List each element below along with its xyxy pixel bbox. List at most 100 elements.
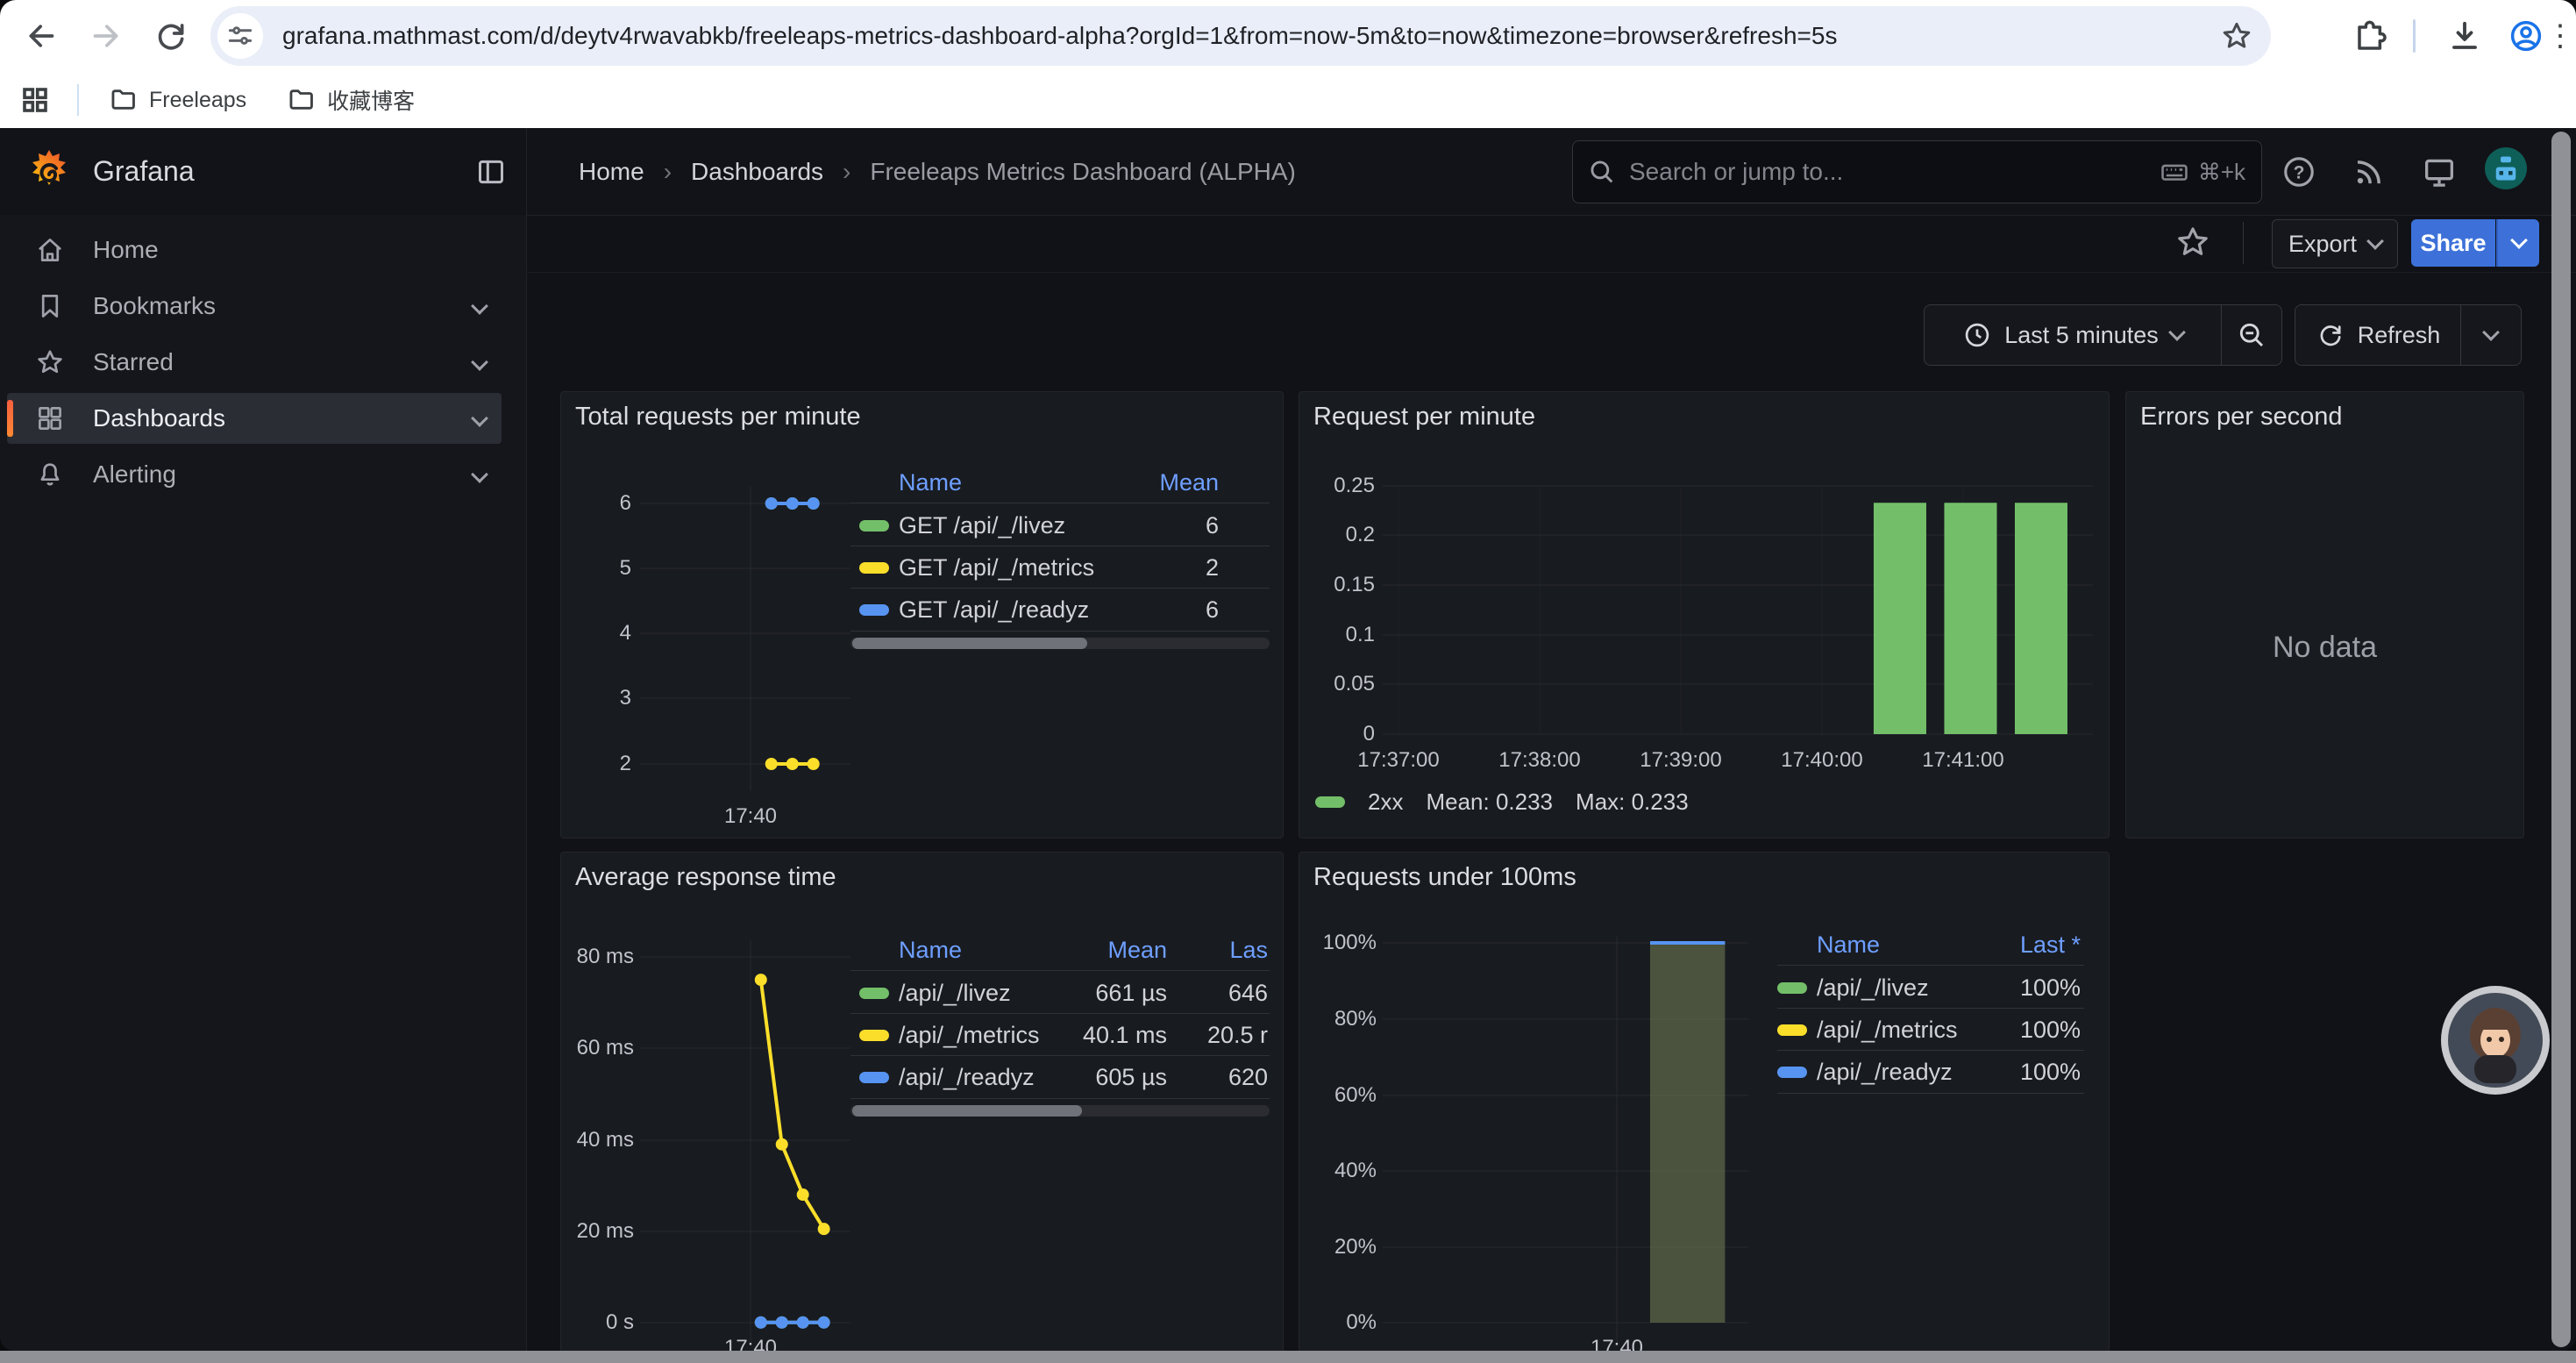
series-mean: 2	[1205, 553, 1219, 581]
export-button[interactable]: Export	[2272, 219, 2398, 268]
refresh-interval-button[interactable]	[2461, 305, 2521, 365]
legend-scrollbar[interactable]	[850, 638, 1270, 649]
bookmark-folder-blogs[interactable]: 收藏博客	[287, 84, 415, 116]
legend-col-name[interactable]: Name	[899, 937, 963, 963]
chevron-down-icon[interactable]	[471, 353, 488, 371]
series-name[interactable]: GET /api/_/livez	[899, 511, 1066, 539]
grafana-logo[interactable]	[25, 147, 74, 196]
home-icon	[39, 239, 61, 261]
panel-title[interactable]: Request per minute	[1313, 403, 1536, 431]
y-tick: 0.25	[1334, 474, 1375, 497]
clock-icon	[1965, 323, 1989, 347]
legend[interactable]: 2xx Mean: 0.233 Max: 0.233	[1315, 789, 1689, 816]
star-icon	[38, 350, 62, 374]
vertical-scrollbar[interactable]	[2551, 132, 2571, 1347]
y-tick: 60%	[1334, 1083, 1377, 1107]
series-color-chip	[859, 1029, 889, 1041]
series-name[interactable]: 2xx	[1368, 789, 1404, 815]
zoom-out-button[interactable]	[2222, 305, 2281, 365]
extensions-icon[interactable]	[2346, 12, 2394, 60]
series-name[interactable]: GET /api/_/readyz	[899, 596, 1090, 623]
kiosk-monitor-icon[interactable]	[2418, 151, 2460, 193]
search-input[interactable]: Search or jump to... ⌘+k	[1572, 140, 2262, 203]
legend-scrollbar[interactable]	[850, 1105, 1270, 1117]
bookmark-star-icon[interactable]	[2220, 19, 2253, 53]
panel-title[interactable]: Average response time	[575, 863, 836, 891]
download-icon[interactable]	[2441, 12, 2488, 60]
share-button[interactable]: Share	[2411, 219, 2495, 267]
site-settings-icon[interactable]	[217, 13, 263, 59]
horizontal-scrollbar[interactable]	[0, 1351, 2576, 1363]
sidebar-item-dashboards[interactable]: Dashboards	[7, 393, 502, 444]
dock-menu-icon[interactable]	[473, 154, 509, 189]
x-tick: 17:37:00	[1357, 748, 1440, 772]
legend-row[interactable]: GET /api/_/readyz 6	[850, 589, 1270, 631]
y-tick: 60 ms	[576, 1036, 634, 1060]
sidebar-item-starred[interactable]: Starred	[7, 337, 502, 388]
x-tick: 17:39:00	[1640, 748, 1722, 772]
series-name[interactable]: /api/_/metrics	[1817, 1016, 1958, 1043]
legend-col-last[interactable]: Las	[1229, 937, 1268, 963]
chevron-down-icon[interactable]	[471, 466, 488, 483]
series-color-chip	[859, 561, 889, 574]
news-rss-icon[interactable]	[2348, 151, 2390, 193]
panel-title[interactable]: Total requests per minute	[575, 403, 861, 431]
chevron-down-icon[interactable]	[471, 410, 488, 427]
apps-grid-icon[interactable]	[19, 84, 51, 116]
series-name[interactable]: /api/_/livez	[899, 979, 1011, 1006]
back-button[interactable]	[18, 12, 65, 60]
series-name[interactable]: /api/_/readyz	[899, 1063, 1035, 1090]
series-name[interactable]: /api/_/metrics	[899, 1021, 1040, 1048]
legend-row[interactable]: /api/_/livez 100%	[1777, 967, 2084, 1009]
legend-col-name[interactable]: Name	[899, 469, 963, 496]
series-max: Max: 0.233	[1576, 789, 1689, 815]
x-tick: 17:41:00	[1922, 748, 2004, 772]
legend-col-name[interactable]: Name	[1817, 931, 1881, 958]
chevron-down-icon	[2366, 232, 2384, 250]
legend-col-mean[interactable]: Mean	[1159, 469, 1219, 496]
legend-row[interactable]: GET /api/_/livez 6	[850, 504, 1270, 546]
assistant-avatar[interactable]	[2439, 984, 2551, 1096]
legend-row[interactable]: /api/_/readyz 100%	[1777, 1051, 2084, 1093]
reload-button[interactable]	[147, 12, 195, 60]
legend-row[interactable]: /api/_/metrics 40.1 ms 20.5 r	[850, 1014, 1270, 1056]
help-icon[interactable]: ?	[2278, 151, 2320, 193]
series-mean: 6	[1205, 596, 1219, 623]
series-name[interactable]: /api/_/readyz	[1817, 1058, 1953, 1085]
breadcrumb-dashboards[interactable]: Dashboards	[691, 157, 824, 185]
legend-row[interactable]: GET /api/_/metrics 2	[850, 546, 1270, 589]
sidebar-item-alerting[interactable]: Alerting	[7, 449, 502, 500]
time-range-picker[interactable]: Last 5 minutes	[1925, 305, 2221, 365]
y-tick: 5	[619, 556, 631, 580]
forward-button[interactable]	[82, 12, 130, 60]
legend-row[interactable]: /api/_/livez 661 µs 646	[850, 972, 1270, 1014]
legend-row[interactable]: /api/_/metrics 100%	[1777, 1009, 2084, 1051]
series-last: 20.5 r	[1206, 1021, 1268, 1048]
url-text[interactable]: grafana.mathmast.com/d/deytv4rwavabkb/fr…	[282, 22, 1838, 49]
profile-icon[interactable]	[2502, 12, 2550, 60]
refresh-button[interactable]: Refresh	[2295, 305, 2460, 365]
bookmark-folder-freeleaps[interactable]: Freeleaps	[109, 85, 246, 115]
average-response-time-chart	[640, 940, 850, 1344]
chevron-down-icon[interactable]	[471, 297, 488, 315]
series-name[interactable]: /api/_/livez	[1817, 974, 1929, 1001]
y-tick: 0.1	[1345, 623, 1375, 646]
panel-title[interactable]: Requests under 100ms	[1313, 863, 1576, 891]
sidebar-item-bookmarks[interactable]: Bookmarks	[7, 281, 502, 332]
favorite-star-icon[interactable]	[2174, 224, 2211, 260]
y-tick: 20 ms	[576, 1219, 634, 1243]
url-bar[interactable]: grafana.mathmast.com/d/deytv4rwavabkb/fr…	[210, 6, 2271, 66]
panel-title[interactable]: Errors per second	[2140, 403, 2343, 431]
browser-menu-icon[interactable]: ⋮	[2545, 19, 2575, 53]
bookmark-icon	[41, 295, 59, 318]
breadcrumb-home[interactable]: Home	[579, 157, 644, 185]
panel-request-per-minute: Request per minute 0.25 0.2 0.15 0.1 0.0…	[1299, 391, 2110, 838]
legend-col-last[interactable]: Last *	[2019, 931, 2081, 958]
legend-row[interactable]: /api/_/readyz 605 µs 620	[850, 1056, 1270, 1098]
sidebar-item-home[interactable]: Home	[7, 225, 502, 275]
share-menu-button[interactable]	[2496, 219, 2539, 267]
user-avatar[interactable]	[2485, 147, 2527, 189]
legend-table: Name Mean GET /api/_/livez 6 GET /api/_/m…	[850, 469, 1270, 658]
legend-col-mean[interactable]: Mean	[1107, 937, 1167, 963]
series-name[interactable]: GET /api/_/metrics	[899, 553, 1095, 581]
